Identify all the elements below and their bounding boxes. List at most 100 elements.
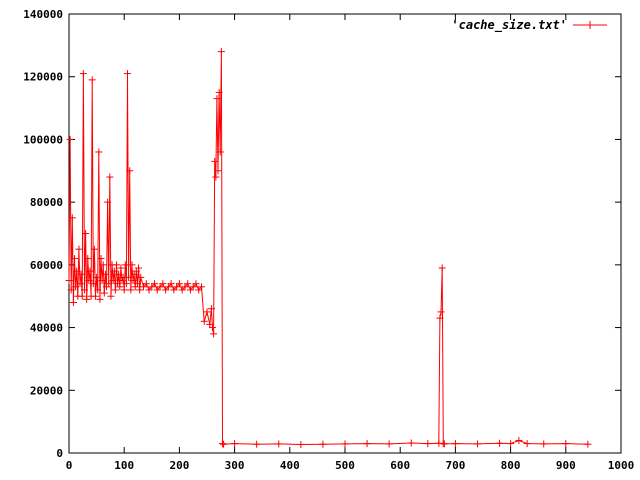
data-point (104, 198, 112, 206)
data-point (363, 440, 371, 448)
data-point (135, 264, 143, 272)
data-point (90, 245, 98, 253)
data-point (207, 305, 215, 313)
data-point (220, 440, 228, 448)
data-point (523, 440, 531, 448)
data-point (128, 261, 136, 269)
data-point (117, 264, 125, 272)
data-point (94, 286, 102, 294)
x-tick-label: 700 (445, 459, 465, 472)
data-point (218, 440, 226, 448)
legend-marker (586, 21, 594, 29)
data-point (98, 277, 106, 285)
data-point (101, 270, 109, 278)
data-point (437, 308, 445, 316)
data-point (407, 439, 415, 447)
data-point (122, 280, 130, 288)
data-point (83, 295, 91, 303)
data-point (436, 314, 444, 322)
data-point (100, 289, 108, 297)
data-point (213, 95, 221, 103)
y-tick-label: 100000 (23, 133, 63, 146)
x-tick-label: 1000 (608, 459, 635, 472)
data-point (440, 440, 448, 448)
data-point (73, 267, 81, 275)
data-point (66, 135, 74, 143)
data-point (319, 440, 327, 448)
x-tick-label: 0 (66, 459, 73, 472)
x-tick-label: 900 (556, 459, 576, 472)
data-point (142, 280, 150, 288)
data-point (115, 270, 123, 278)
data-point (86, 267, 94, 275)
data-point (125, 273, 133, 281)
data-point (72, 283, 80, 291)
data-point (121, 261, 129, 269)
data-point (215, 88, 223, 96)
data-point (217, 48, 225, 56)
data-point (451, 440, 459, 448)
data-point (126, 167, 134, 175)
data-point (214, 167, 222, 175)
data-point (210, 330, 218, 338)
data-point (91, 292, 99, 300)
data-point (212, 173, 220, 181)
data-point (111, 286, 119, 294)
data-point (76, 280, 84, 288)
data-point (507, 440, 515, 448)
y-tick-label: 60000 (30, 259, 63, 272)
data-point (253, 440, 261, 448)
x-tick-label: 800 (501, 459, 521, 472)
legend-label: 'cache_size.txt' (451, 18, 567, 33)
data-point (211, 157, 219, 165)
data-point (159, 280, 167, 288)
data-point (216, 148, 224, 156)
data-point (69, 298, 77, 306)
data-point (424, 440, 432, 448)
data-point (88, 76, 96, 84)
data-point (77, 270, 85, 278)
legend: 'cache_size.txt' (451, 18, 607, 33)
data-point (175, 280, 183, 288)
series-line (68, 51, 588, 446)
data-point (200, 317, 208, 325)
data-point (231, 440, 239, 448)
data-point (540, 440, 548, 448)
data-point (133, 280, 141, 288)
series-layer (65, 48, 592, 449)
data-point (99, 261, 107, 269)
data-point (65, 277, 73, 285)
data-point (473, 440, 481, 448)
data-point (124, 70, 132, 78)
data-point (275, 440, 283, 448)
data-point (151, 280, 159, 288)
data-point (110, 267, 118, 275)
data-point (68, 214, 76, 222)
data-point (192, 280, 200, 288)
data-point (75, 245, 83, 253)
data-point (137, 273, 145, 281)
data-point (85, 277, 93, 285)
data-point (105, 280, 113, 288)
data-point (385, 440, 393, 448)
data-point (197, 283, 205, 291)
data-point (120, 286, 128, 294)
y-tick-label: 140000 (23, 8, 63, 21)
data-point (562, 440, 570, 448)
data-point (89, 280, 97, 288)
data-point (496, 439, 504, 447)
data-point (136, 286, 144, 294)
axis-ticks (68, 13, 622, 454)
data-point (67, 286, 75, 294)
data-point (107, 292, 115, 300)
data-point (341, 440, 349, 448)
data-point (129, 277, 137, 285)
x-tick-label: 200 (169, 459, 189, 472)
data-point (184, 280, 192, 288)
data-point (82, 230, 90, 237)
y-tick-label: 120000 (23, 71, 63, 84)
data-point (80, 286, 88, 294)
y-tick-label: 40000 (30, 322, 63, 335)
x-tick-label: 500 (335, 459, 355, 472)
